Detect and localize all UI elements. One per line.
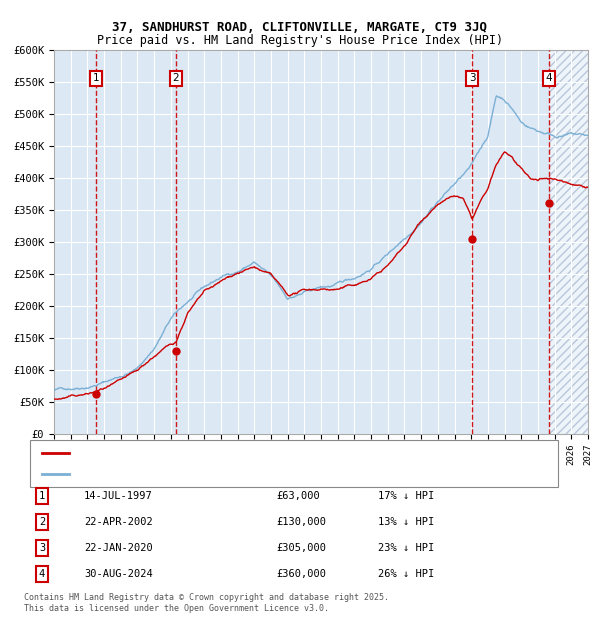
Text: 37, SANDHURST ROAD, CLIFTONVILLE, MARGATE, CT9 3JQ: 37, SANDHURST ROAD, CLIFTONVILLE, MARGAT… bbox=[113, 22, 487, 34]
Text: 1: 1 bbox=[39, 491, 45, 501]
Text: 2: 2 bbox=[39, 517, 45, 527]
Text: 37, SANDHURST ROAD, CLIFTONVILLE, MARGATE, CT9 3JQ (detached house): 37, SANDHURST ROAD, CLIFTONVILLE, MARGAT… bbox=[75, 448, 469, 458]
Text: 2: 2 bbox=[173, 73, 179, 84]
Text: Price paid vs. HM Land Registry's House Price Index (HPI): Price paid vs. HM Land Registry's House … bbox=[97, 34, 503, 46]
Text: HPI: Average price, detached house, Thanet: HPI: Average price, detached house, Than… bbox=[75, 469, 322, 479]
Text: 4: 4 bbox=[545, 73, 552, 84]
Text: 22-JAN-2020: 22-JAN-2020 bbox=[84, 543, 153, 553]
Text: 13% ↓ HPI: 13% ↓ HPI bbox=[378, 517, 434, 527]
Bar bbox=[549, 50, 588, 434]
Text: 1: 1 bbox=[93, 73, 100, 84]
Text: £63,000: £63,000 bbox=[276, 491, 320, 501]
Text: 14-JUL-1997: 14-JUL-1997 bbox=[84, 491, 153, 501]
Text: 3: 3 bbox=[469, 73, 476, 84]
Text: £305,000: £305,000 bbox=[276, 543, 326, 553]
Text: 23% ↓ HPI: 23% ↓ HPI bbox=[378, 543, 434, 553]
Text: 17% ↓ HPI: 17% ↓ HPI bbox=[378, 491, 434, 501]
Text: £130,000: £130,000 bbox=[276, 517, 326, 527]
Text: 4: 4 bbox=[39, 569, 45, 579]
Text: 3: 3 bbox=[39, 543, 45, 553]
Text: £360,000: £360,000 bbox=[276, 569, 326, 579]
Text: Contains HM Land Registry data © Crown copyright and database right 2025.
This d: Contains HM Land Registry data © Crown c… bbox=[24, 593, 389, 613]
Text: 22-APR-2002: 22-APR-2002 bbox=[84, 517, 153, 527]
Text: 30-AUG-2024: 30-AUG-2024 bbox=[84, 569, 153, 579]
Text: 26% ↓ HPI: 26% ↓ HPI bbox=[378, 569, 434, 579]
